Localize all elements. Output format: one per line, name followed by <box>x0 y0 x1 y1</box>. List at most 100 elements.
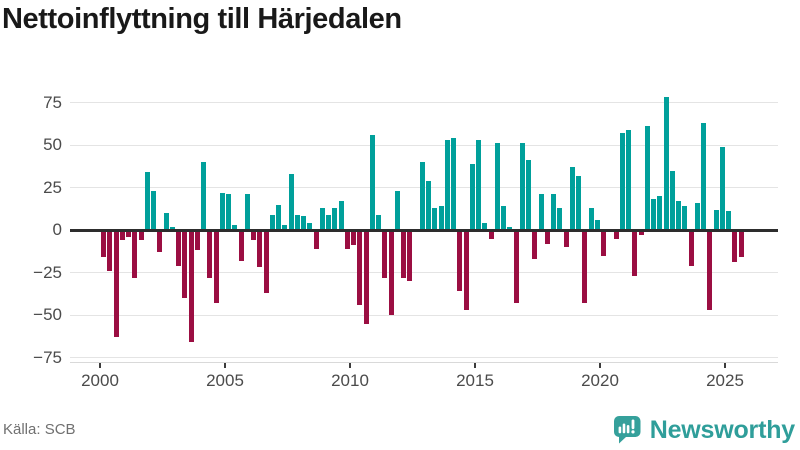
bar-2003-q3 <box>188 230 194 343</box>
bar-2010-q1 <box>351 230 356 246</box>
y-axis-label: −50 <box>33 305 62 324</box>
bar-2016-q1 <box>501 206 506 230</box>
bar-2009-q3 <box>338 201 344 230</box>
bar-2003-q1 <box>176 230 181 266</box>
bar-2018-q1 <box>551 194 556 230</box>
x-axis-label: 2000 <box>81 371 119 390</box>
gridline <box>70 272 778 273</box>
x-axis-label: 2010 <box>331 371 369 390</box>
bar-2010-q4 <box>369 134 375 230</box>
bar-2006-q1 <box>251 230 256 241</box>
x-axis-tick <box>349 363 351 368</box>
bar-2009-q4 <box>344 230 350 249</box>
bar-2015-q4 <box>494 143 500 230</box>
bar-2004-q2 <box>207 230 213 278</box>
bar-2013-q3 <box>438 206 444 230</box>
chart-title: Nettoinflyttning till Härjedalen <box>2 3 402 35</box>
bar-2002-q4 <box>169 226 175 230</box>
newsworthy-logo-text: Newsworthy <box>649 415 795 444</box>
bar-2017-q2 <box>532 230 538 259</box>
bar-2019-q2 <box>582 230 588 304</box>
gridline <box>70 102 778 103</box>
bar-2020-q4 <box>619 133 625 230</box>
bar-2016-q4 <box>519 143 525 230</box>
bar-2005-q4 <box>244 194 250 230</box>
bar-2005-q3 <box>238 230 244 261</box>
bar-2018-q4 <box>569 167 575 230</box>
bar-2000-q1 <box>101 230 106 258</box>
bar-2000-q3 <box>113 230 119 338</box>
x-axis-tick <box>599 363 601 368</box>
x-axis-tick <box>224 363 226 368</box>
bar-2023-q3 <box>688 230 694 266</box>
bar-2012-q2 <box>407 230 413 281</box>
bar-2022-q1 <box>651 199 656 230</box>
x-axis-tick <box>724 363 726 368</box>
bar-2024-q1 <box>701 122 706 230</box>
gridline <box>70 314 778 316</box>
bar-2012-q1 <box>401 230 406 278</box>
bar-2005-q2 <box>232 224 238 230</box>
x-axis-label: 2025 <box>706 371 744 390</box>
bar-2025-q3 <box>738 230 744 258</box>
bar-2006-q4 <box>269 214 275 230</box>
bar-2013-q4 <box>444 139 450 230</box>
bar-2003-q4 <box>194 230 200 251</box>
bar-2011-q2 <box>382 230 388 278</box>
bar-2014-q3 <box>463 230 469 310</box>
bar-2008-q1 <box>301 216 306 230</box>
bar-2016-q3 <box>513 230 519 304</box>
newsworthy-logo-icon <box>613 416 641 444</box>
x-axis-tick <box>474 363 476 368</box>
x-axis-line <box>70 362 778 363</box>
x-axis-tick <box>99 363 101 368</box>
bar-2007-q3 <box>288 173 294 230</box>
y-axis-label: 75 <box>43 92 62 112</box>
bar-2011-q3 <box>388 230 394 315</box>
bar-2023-q1 <box>676 201 681 230</box>
bar-2024-q3 <box>713 209 719 230</box>
y-axis-label: 50 <box>43 135 62 154</box>
bar-2002-q1 <box>151 190 156 230</box>
gridline <box>70 357 778 358</box>
bar-2020-q3 <box>613 230 619 239</box>
bar-2017-q1 <box>526 160 531 230</box>
bar-2024-q2 <box>707 230 713 310</box>
bar-2016-q2 <box>507 226 513 230</box>
x-axis-label: 2015 <box>456 371 494 390</box>
x-axis-label: 2020 <box>581 371 619 390</box>
bar-2008-q2 <box>307 223 313 230</box>
bar-2003-q2 <box>182 230 188 298</box>
bar-2004-q1 <box>201 162 206 230</box>
bar-2001-q2 <box>132 230 138 278</box>
bar-2000-q2 <box>107 230 113 271</box>
bar-2021-q1 <box>626 129 631 230</box>
newsworthy-logo: Newsworthy <box>613 415 795 445</box>
bar-2021-q4 <box>644 126 650 230</box>
x-axis-label: 2005 <box>206 371 244 390</box>
bar-2018-q3 <box>563 230 569 247</box>
bar-2019-q3 <box>588 207 594 230</box>
bar-2014-q4 <box>469 163 475 230</box>
bar-2010-q2 <box>357 230 363 305</box>
bar-2025-q2 <box>732 230 738 263</box>
bar-2001-q4 <box>144 172 150 230</box>
bar-2012-q4 <box>419 162 425 230</box>
bar-2015-q3 <box>488 230 494 239</box>
bar-2007-q1 <box>276 204 281 230</box>
bar-2006-q3 <box>263 230 269 293</box>
gridline <box>70 144 778 146</box>
bar-2007-q2 <box>282 224 288 230</box>
bar-2015-q2 <box>482 223 488 230</box>
bar-2025-q1 <box>726 211 731 230</box>
bar-2021-q3 <box>638 230 644 236</box>
bar-2001-q3 <box>138 230 144 241</box>
bar-2002-q3 <box>163 213 169 230</box>
bar-2022-q2 <box>657 196 663 230</box>
source-label: Källa: SCB <box>3 421 76 438</box>
bar-2022-q3 <box>663 97 669 230</box>
y-axis-label: 25 <box>43 177 62 197</box>
bar-2014-q2 <box>457 230 463 292</box>
bar-2005-q1 <box>226 194 231 230</box>
